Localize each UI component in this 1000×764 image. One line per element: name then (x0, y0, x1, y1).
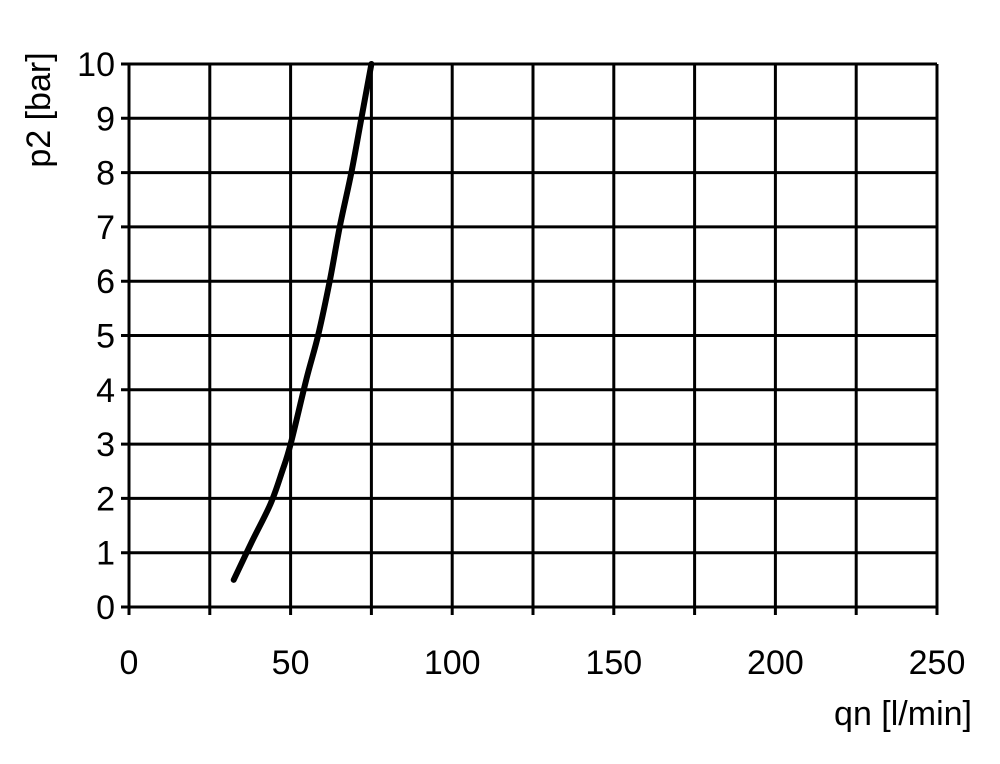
y-tick-label: 7 (96, 209, 115, 247)
x-tick-label: 100 (424, 644, 481, 682)
y-tick-label: 2 (96, 480, 115, 518)
x-tick-label: 0 (120, 644, 139, 682)
y-tick-label: 10 (77, 46, 115, 84)
x-tick-labels: 0 50 100 150 200 250 (120, 644, 966, 682)
grid (121, 62, 939, 615)
x-tick-label: 50 (272, 644, 310, 682)
y-axis-label: p2 [bar] (20, 52, 58, 167)
x-tick-label: 250 (909, 644, 966, 682)
y-tick-label: 5 (96, 318, 115, 356)
y-tick-label: 4 (96, 372, 115, 410)
x-tick-label: 200 (747, 644, 804, 682)
y-tick-label: 3 (96, 426, 115, 464)
y-tick-label: 0 (96, 589, 115, 627)
series (230, 61, 375, 583)
y-tick-labels: 0 1 2 3 4 5 6 7 8 9 10 (77, 46, 115, 627)
y-tick-label: 9 (96, 100, 115, 138)
y-tick-label: 8 (96, 155, 115, 193)
y-tick-label: 6 (96, 263, 115, 301)
x-axis-label: qn [l/min] (834, 695, 972, 733)
series-line (230, 61, 375, 583)
x-tick-label: 150 (585, 644, 642, 682)
y-tick-label: 1 (96, 535, 115, 573)
